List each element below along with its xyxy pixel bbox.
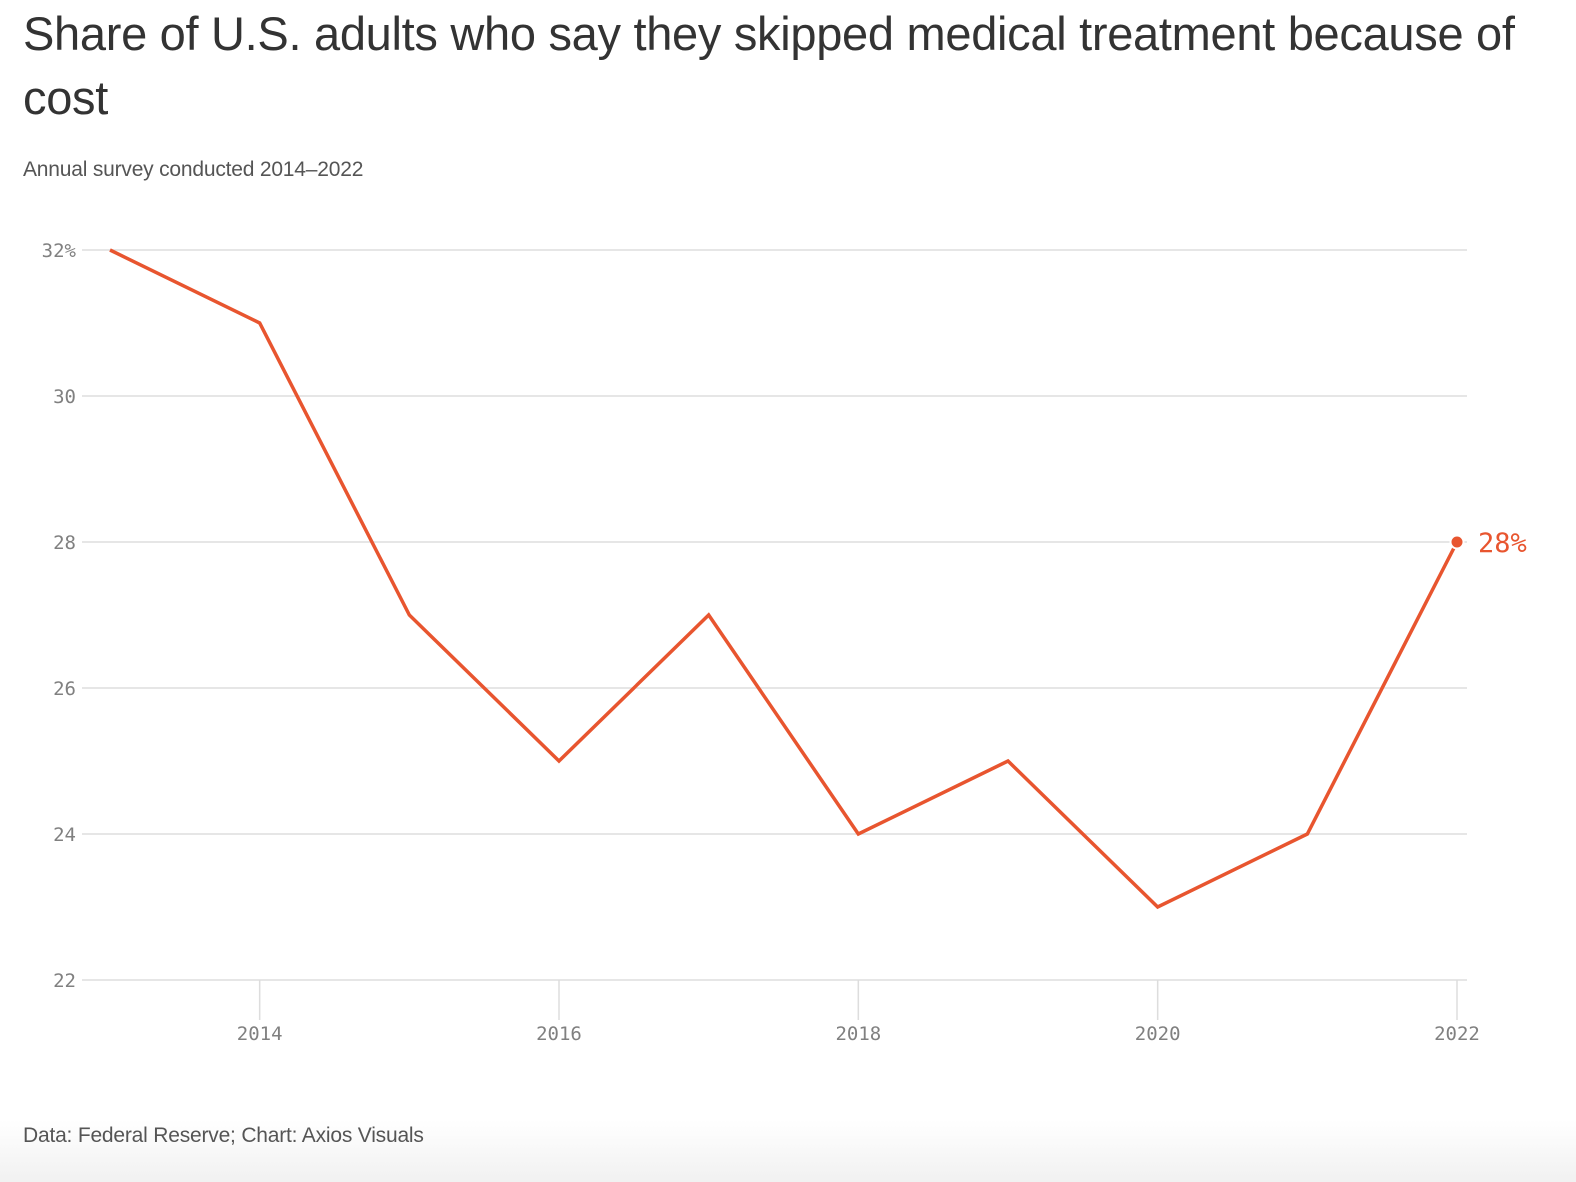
x-tick-label: 2022 (1434, 1023, 1480, 1045)
series-line (109, 248, 1459, 910)
y-tick-label: 32% (42, 240, 77, 262)
end-value-label: 28% (1478, 528, 1527, 559)
series (109, 248, 1459, 910)
chart-subtitle: Annual survey conducted 2014–2022 (23, 158, 364, 181)
x-axis: 2014 2016 2018 2020 2022 (237, 980, 1480, 1045)
gridlines (82, 249, 1467, 981)
y-tick-label: 28 (53, 532, 76, 554)
end-point-marker (1449, 534, 1465, 550)
chart-title: Share of U.S. adults who say they skippe… (23, 7, 1515, 124)
x-tick-label: 2014 (237, 1023, 283, 1045)
x-tick-label: 2016 (536, 1023, 582, 1045)
x-tick-label: 2018 (835, 1023, 881, 1045)
y-tick-label: 22 (53, 970, 76, 992)
x-tick-label: 2020 (1135, 1023, 1181, 1045)
y-tick-label: 30 (53, 386, 76, 408)
source-note: Data: Federal Reserve; Chart: Axios Visu… (23, 1124, 424, 1147)
annotations: 28% (1449, 528, 1527, 559)
y-tick-label: 24 (53, 824, 76, 846)
y-tick-label: 26 (53, 678, 76, 700)
y-axis: 32% 30 28 26 24 22 (42, 240, 77, 992)
